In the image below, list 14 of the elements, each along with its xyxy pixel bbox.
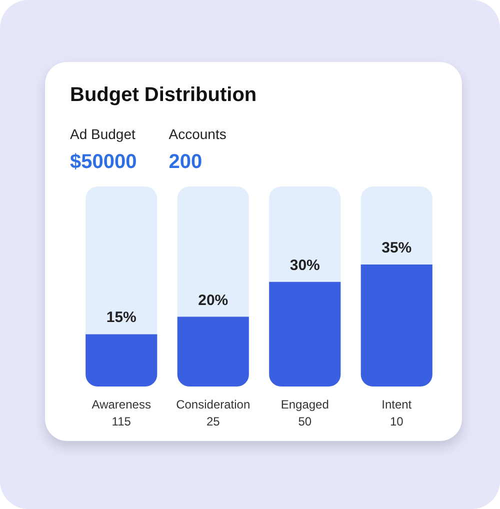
text: 200 [168,150,204,175]
x-tick-label: Intent 10 [382,398,412,428]
x-tick-label: Awareness 115 [92,398,151,428]
bar [86,334,158,387]
chart-title: Budget Distribution [70,83,258,108]
text: Ad Budget [70,124,136,144]
text: $50000 [70,150,137,175]
data-label: 20% [198,292,228,309]
x-tick-label: Engaged 50 [280,398,329,428]
text: Accounts [168,124,226,144]
data-label: 15% [106,309,136,326]
data-label: 35% [382,240,412,257]
data-label: 30% [290,257,320,274]
x-tick-label: Consideration 25 [176,398,250,428]
